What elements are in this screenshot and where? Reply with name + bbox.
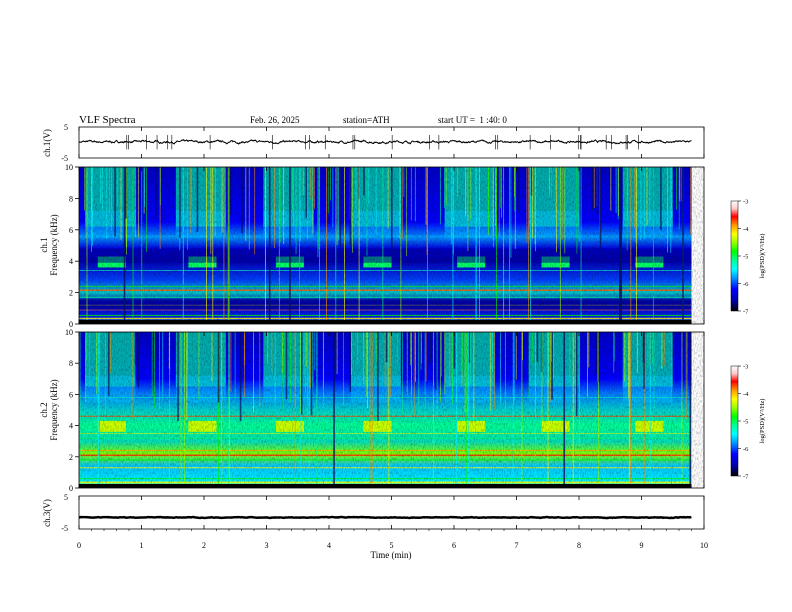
colorbar-tick-label: -7 (743, 474, 749, 481)
date-label: Feb. 26, 2025 (250, 115, 300, 125)
ch2-channel-label: ch.2 (39, 402, 49, 417)
ch3-waveform-trace (79, 515, 692, 520)
ytick-label: 0 (69, 484, 73, 493)
figure-title: VLF Spectra (79, 114, 136, 126)
ch1-ytick-bottom: -5 (61, 154, 68, 163)
ch1-waveform-panel: 5 -5 ch.1(V) (42, 123, 705, 163)
xtick-label: 1 (140, 541, 144, 550)
colorbar-tick-label: -3 (743, 364, 748, 371)
colorbar-tick-label: -6 (743, 281, 749, 288)
ch3-waveform-frame (78, 495, 705, 530)
colorbar-tick-label: -5 (743, 419, 748, 426)
ch3-waveform-marks (79, 515, 692, 520)
ytick-label: 4 (69, 422, 73, 431)
colorbar-tick-label: -5 (743, 254, 748, 261)
xtick-label: 7 (515, 541, 519, 550)
ch2-colorbar: -3 -4 -5 -6 -7 log(PSD)(V²/Hz) (730, 364, 766, 481)
colorbar-tick-label: -7 (743, 309, 749, 316)
ch1-colorbar-gradient (730, 200, 739, 312)
ch1-colorbar: -3 -4 -5 -6 -7 log(PSD)(V²/Hz) (730, 199, 766, 316)
xtick-label: 6 (452, 541, 456, 550)
ytick-label: 0 (69, 320, 73, 329)
ch1-waveform-trace (78, 138, 692, 145)
ytick-label: 6 (69, 390, 73, 399)
xtick-label: 3 (265, 541, 269, 550)
ch2-spectrogram-panel: 0 2 4 6 8 10 ch.2 Frequency (kHz) (39, 328, 705, 493)
ch1-spectrogram-panel: 0 2 4 6 8 10 ch.1 Frequency (kHz) (39, 163, 705, 329)
ch2-spectrogram-plot (79, 332, 704, 488)
station-label: station=ATH (343, 115, 390, 125)
ch1-frequency-label: Frequency (kHz) (49, 214, 59, 275)
xtick-label: 4 (327, 541, 331, 550)
xtick-label: 9 (640, 541, 644, 550)
ch3-ytick-top: 5 (64, 493, 68, 502)
colorbar-tick-label: -4 (743, 391, 749, 398)
start-ut-label: start UT = 1 :40: 0 (438, 115, 507, 125)
ch2-colorbar-label: log(PSD)(V²/Hz) (759, 399, 766, 444)
ytick-label: 8 (69, 194, 73, 203)
ytick-label: 4 (69, 257, 73, 266)
ch1-channel-label: ch.1 (39, 237, 49, 252)
ch3-ytick-bottom: -5 (61, 524, 68, 533)
time-axis-label: Time (min) (371, 550, 412, 560)
ch1-waveform-ylabel: ch.1(V) (42, 129, 52, 157)
ch2-spectrogram-yticks: 0 2 4 6 8 10 (65, 328, 79, 493)
ytick-label: 2 (69, 453, 73, 462)
ch1-spectrogram-noise (79, 167, 704, 324)
ch1-colorbar-label: log(PSD)(V²/Hz) (759, 234, 766, 279)
ytick-label: 8 (69, 359, 73, 368)
colorbar-tick-label: -3 (743, 199, 748, 206)
ytick-label: 10 (65, 163, 73, 172)
xtick-label: 5 (390, 541, 394, 550)
ch2-colorbar-ticks: -3 -4 -5 -6 -7 (738, 364, 749, 481)
ch1-spectrogram-yticks: 0 2 4 6 8 10 (65, 163, 79, 329)
xtick-label: 2 (202, 541, 206, 550)
colorbar-tick-label: -4 (743, 226, 749, 233)
ytick-label: 2 (69, 289, 73, 298)
ch1-waveform-marks (78, 135, 692, 150)
ch1-spectrogram-plot (79, 167, 704, 324)
ch2-frequency-label: Frequency (kHz) (49, 379, 59, 440)
xtick-label: 10 (700, 541, 708, 550)
ytick-label: 6 (69, 226, 73, 235)
ch1-colorbar-ticks: -3 -4 -5 -6 -7 (738, 199, 749, 316)
ch2-colorbar-gradient (730, 365, 739, 477)
time-axis: 0 1 2 3 4 5 6 7 8 9 10 (77, 127, 708, 550)
ch3-waveform-ylabel: ch.3(V) (42, 499, 52, 527)
ytick-label: 10 (65, 328, 73, 337)
ch3-waveform-panel: 5 -5 ch.3(V) (42, 493, 705, 533)
ch2-spectrogram-noise (79, 332, 704, 488)
xtick-label: 0 (77, 541, 81, 550)
xtick-label: 8 (577, 541, 581, 550)
ch1-ytick-top: 5 (64, 123, 68, 132)
colorbar-tick-label: -6 (743, 446, 749, 453)
